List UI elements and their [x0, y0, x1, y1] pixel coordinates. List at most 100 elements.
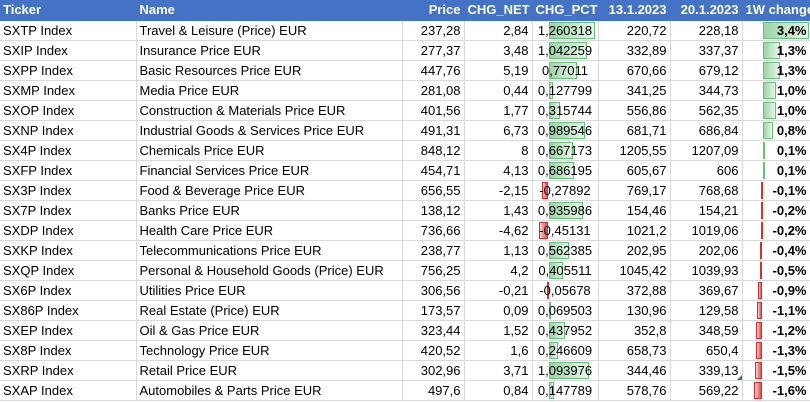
- col-header-1w-change[interactable]: 1W change: [742, 0, 810, 21]
- cell-name[interactable]: Insurance Price EUR: [136, 40, 403, 61]
- cell-date-1[interactable]: 769,17: [598, 180, 671, 201]
- cell-chg-net[interactable]: 3,71: [464, 360, 533, 381]
- cell-date-1[interactable]: 1045,42: [598, 260, 671, 281]
- cell-price[interactable]: 302,96: [402, 360, 465, 381]
- table-row[interactable]: SXTP Index Travel & Leisure (Price) EUR 23…: [0, 20, 810, 41]
- cell-chg-pct[interactable]: 0,989546: [532, 120, 599, 141]
- cell-chg-net[interactable]: 1,13: [464, 240, 533, 261]
- cell-date-1[interactable]: 352,8: [598, 320, 671, 341]
- cell-1w-change[interactable]: -0,1%: [742, 180, 810, 201]
- cell-date-2[interactable]: 228,18: [670, 20, 743, 41]
- cell-1w-change[interactable]: 1,0%: [742, 100, 810, 121]
- cell-price[interactable]: 447,76: [402, 60, 465, 81]
- cell-chg-net[interactable]: 8: [464, 140, 533, 161]
- cell-ticker[interactable]: SXTP Index: [0, 20, 137, 41]
- cell-chg-net[interactable]: 6,73: [464, 120, 533, 141]
- cell-date-1[interactable]: 341,25: [598, 80, 671, 101]
- cell-ticker[interactable]: SXRP Index: [0, 360, 137, 381]
- table-row[interactable]: SXRP Index Retail Price EUR 302,96 3,71 1,09…: [0, 360, 810, 381]
- cell-ticker[interactable]: SXOP Index: [0, 100, 137, 121]
- cell-ticker[interactable]: SXNP Index: [0, 120, 137, 141]
- cell-price[interactable]: 138,12: [402, 200, 465, 221]
- cell-ticker[interactable]: SX6P Index: [0, 280, 137, 301]
- cell-ticker[interactable]: SXMP Index: [0, 80, 137, 101]
- cell-chg-pct[interactable]: -0,27892: [532, 180, 599, 201]
- cell-date-1[interactable]: 372,88: [598, 280, 671, 301]
- cell-date-1[interactable]: 670,66: [598, 60, 671, 81]
- cell-date-1[interactable]: 578,76: [598, 380, 671, 401]
- cell-price[interactable]: 323,44: [402, 320, 465, 341]
- cell-name[interactable]: Basic Resources Price EUR: [136, 60, 403, 81]
- cell-ticker[interactable]: SX3P Index: [0, 180, 137, 201]
- cell-date-1[interactable]: 1205,55: [598, 140, 671, 161]
- cell-date-2[interactable]: 562,35: [670, 100, 743, 121]
- cell-1w-change[interactable]: 1,0%: [742, 80, 810, 101]
- cell-ticker[interactable]: SXAP Index: [0, 380, 137, 401]
- table-row[interactable]: SXEP Index Oil & Gas Price EUR 323,44 1,52 0…: [0, 320, 810, 341]
- table-row[interactable]: SXAP Index Automobiles & Parts Price EUR 4…: [0, 380, 810, 401]
- cell-date-2[interactable]: 686,84: [670, 120, 743, 141]
- cell-chg-pct[interactable]: 0,562385: [532, 240, 599, 261]
- cell-date-2[interactable]: 679,12: [670, 60, 743, 81]
- cell-chg-pct[interactable]: 1,093976: [532, 360, 599, 381]
- cell-chg-net[interactable]: 2,84: [464, 20, 533, 41]
- cell-chg-pct[interactable]: 1,042259: [532, 40, 599, 61]
- col-header-ticker[interactable]: Ticker: [0, 0, 137, 21]
- table-row[interactable]: SX7P Index Banks Price EUR 138,12 1,43 0,935…: [0, 200, 810, 221]
- table-row[interactable]: SX6P Index Utilities Price EUR 306,56 -0,21…: [0, 280, 810, 301]
- cell-ticker[interactable]: SX8P Index: [0, 340, 137, 361]
- cell-price[interactable]: 497,6: [402, 380, 465, 401]
- cell-name[interactable]: Utilities Price EUR: [136, 280, 403, 301]
- col-header-price[interactable]: Price: [402, 0, 465, 21]
- cell-ticker[interactable]: SXEP Index: [0, 320, 137, 341]
- cell-name[interactable]: Technology Price EUR: [136, 340, 403, 361]
- cell-date-2[interactable]: 339,13: [670, 360, 743, 381]
- cell-chg-net[interactable]: -2,15: [464, 180, 533, 201]
- cell-1w-change[interactable]: -1,3%: [742, 340, 810, 361]
- cell-chg-net[interactable]: 4,2: [464, 260, 533, 281]
- cell-date-2[interactable]: 344,73: [670, 80, 743, 101]
- table-row[interactable]: SXNP Index Industrial Goods & Services Pr…: [0, 120, 810, 141]
- table-row[interactable]: SX8P Index Technology Price EUR 420,52 1,6 0…: [0, 340, 810, 361]
- cell-ticker[interactable]: SX4P Index: [0, 140, 137, 161]
- cell-ticker[interactable]: SXIP Index: [0, 40, 137, 61]
- col-header-chg-net[interactable]: CHG_NET: [464, 0, 533, 21]
- cell-date-1[interactable]: 332,89: [598, 40, 671, 61]
- cell-name[interactable]: Media Price EUR: [136, 80, 403, 101]
- cell-name[interactable]: Banks Price EUR: [136, 200, 403, 221]
- cell-chg-net[interactable]: 1,6: [464, 340, 533, 361]
- cell-1w-change[interactable]: -1,1%: [742, 300, 810, 321]
- cell-chg-net[interactable]: 3,48: [464, 40, 533, 61]
- cell-price[interactable]: 401,56: [402, 100, 465, 121]
- cell-price[interactable]: 281,08: [402, 80, 465, 101]
- col-header-name[interactable]: Name: [136, 0, 403, 21]
- table-row[interactable]: SXDP Index Health Care Price EUR 736,66 -4,…: [0, 220, 810, 241]
- cell-chg-net[interactable]: 1,43: [464, 200, 533, 221]
- cell-name[interactable]: Real Estate (Price) EUR: [136, 300, 403, 321]
- cell-1w-change[interactable]: 3,4%: [742, 20, 810, 41]
- cell-date-2[interactable]: 129,58: [670, 300, 743, 321]
- col-header-date-2[interactable]: 20.1.2023: [670, 0, 743, 21]
- cell-name[interactable]: Health Care Price EUR: [136, 220, 403, 241]
- cell-chg-pct[interactable]: 0,069503: [532, 300, 599, 321]
- table-row[interactable]: SXFP Index Financial Services Price EUR 45…: [0, 160, 810, 181]
- cell-date-1[interactable]: 681,71: [598, 120, 671, 141]
- cell-name[interactable]: Telecommunications Price EUR: [136, 240, 403, 261]
- cell-1w-change[interactable]: 0,1%: [742, 160, 810, 181]
- col-header-date-1[interactable]: 13.1.2023: [598, 0, 671, 21]
- cell-date-1[interactable]: 1021,2: [598, 220, 671, 241]
- col-header-chg-pct[interactable]: CHG_PCT: [532, 0, 599, 21]
- cell-price[interactable]: 420,52: [402, 340, 465, 361]
- cell-name[interactable]: Chemicals Price EUR: [136, 140, 403, 161]
- cell-price[interactable]: 491,31: [402, 120, 465, 141]
- cell-1w-change[interactable]: 0,8%: [742, 120, 810, 141]
- cell-date-1[interactable]: 202,95: [598, 240, 671, 261]
- cell-chg-pct[interactable]: 0,935986: [532, 200, 599, 221]
- cell-chg-pct[interactable]: 0,405511: [532, 260, 599, 281]
- table-row[interactable]: SXQP Index Personal & Household Goods (Pr…: [0, 260, 810, 281]
- cell-1w-change[interactable]: -0,2%: [742, 220, 810, 241]
- cell-date-2[interactable]: 348,59: [670, 320, 743, 341]
- cell-ticker[interactable]: SXKP Index: [0, 240, 137, 261]
- cell-date-2[interactable]: 569,22: [670, 380, 743, 401]
- cell-date-1[interactable]: 605,67: [598, 160, 671, 181]
